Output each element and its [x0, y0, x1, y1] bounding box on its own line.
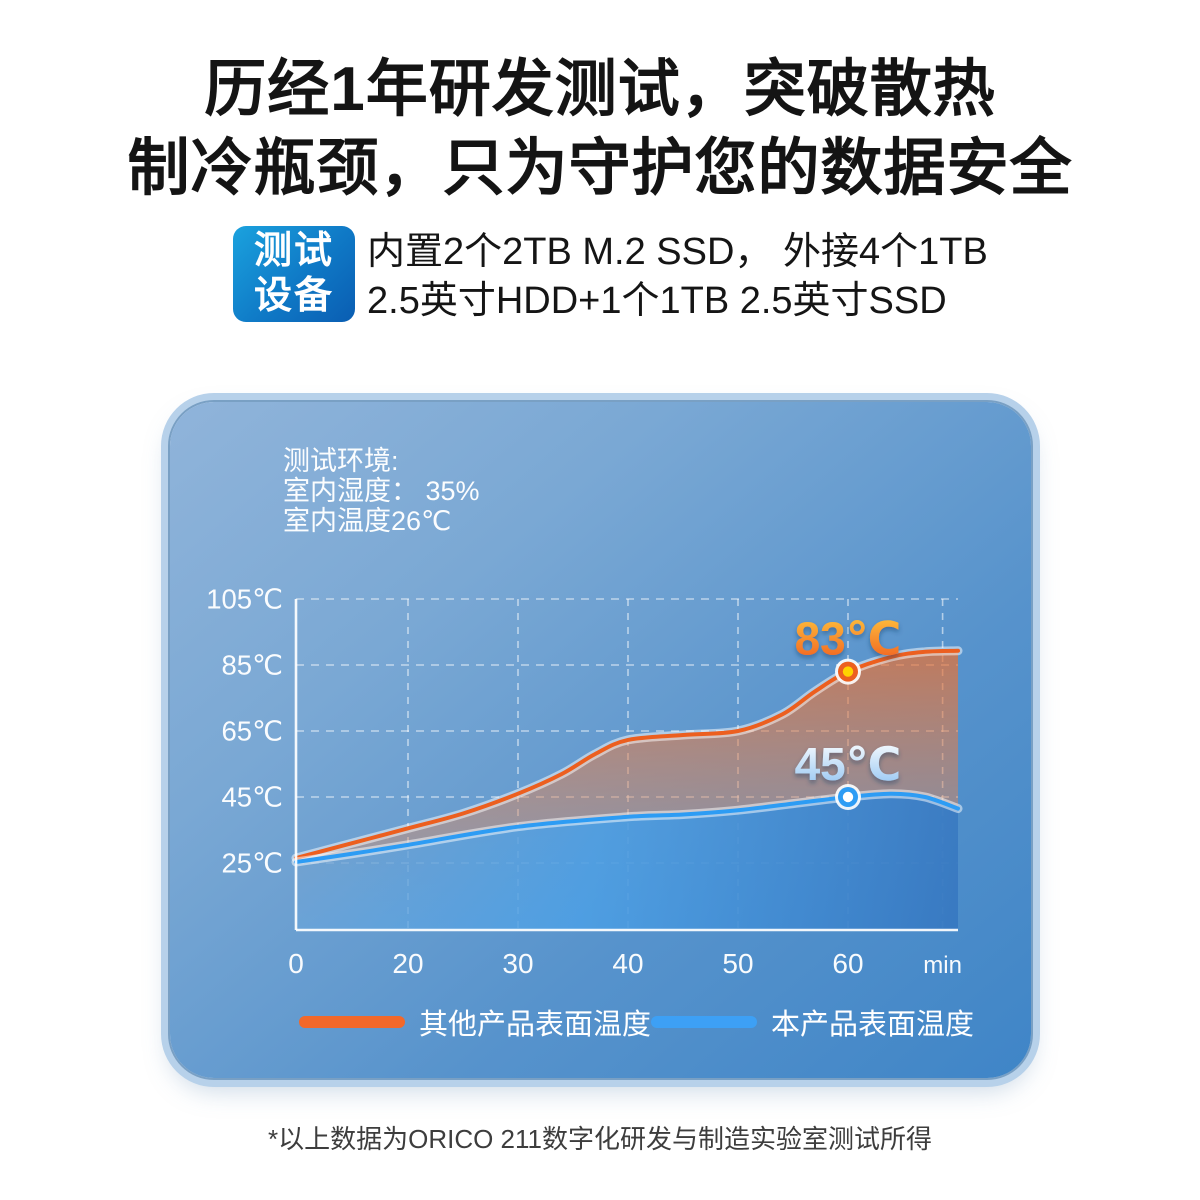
x-tick-label: 50	[722, 948, 753, 979]
x-tick-label: 40	[612, 948, 643, 979]
x-tick-label: 0	[288, 948, 304, 979]
test-device-badge-line1: 测试	[253, 230, 334, 272]
legend-label-other-product: 其他产品表面温度	[419, 1009, 652, 1041]
env-line3: 室内温度26℃	[283, 506, 452, 536]
legend-label-this-product: 本产品表面温度	[771, 1009, 975, 1041]
chart-panel: 105℃ 85℃ 65℃ 45℃ 25℃ 0 20 30 40 50 60 min 83℃ 45℃ 测试环…	[170, 402, 1031, 1078]
y-tick-label: 65℃	[222, 716, 283, 747]
temperature-chart: 105℃ 85℃ 65℃ 45℃ 25℃ 0 20 30 40 50 60 min 83℃ 45℃	[206, 584, 963, 979]
x-tick-label: 30	[502, 948, 533, 979]
y-tick-label: 25℃	[222, 848, 283, 879]
annotation-label-83℃: 83℃	[795, 613, 902, 665]
test-environment-block: 测试环境: 室内湿度： 35% 室内温度26℃	[283, 446, 480, 536]
legend-swatch-blue	[651, 1016, 757, 1028]
y-tick-label: 105℃	[206, 584, 283, 615]
y-tick-label: 45℃	[222, 782, 283, 813]
marker-center	[842, 666, 854, 677]
x-tick-label: min	[923, 952, 962, 979]
x-tick-label: 60	[832, 948, 863, 979]
test-device-badge: 测试 设备	[233, 226, 355, 322]
footnote: *以上数据为ORICO 211数字化研发与制造实验室测试所得	[267, 1124, 933, 1154]
series-line-1	[294, 791, 960, 865]
page-title-line2: 制冷瓶颈，只为守护您的数据安全	[127, 134, 1073, 203]
series-line-0	[294, 648, 960, 861]
annotation-label-45℃: 45℃	[795, 738, 902, 790]
device-description-line1: 内置2个2TB M.2 SSD， 外接4个1TB	[367, 231, 988, 273]
series-area-1	[296, 793, 958, 930]
env-line2: 室内湿度： 35%	[283, 476, 480, 506]
x-tick-label: 20	[392, 948, 423, 979]
legend-swatch-orange	[299, 1016, 405, 1028]
test-device-description: 内置2个2TB M.2 SSD， 外接4个1TB 2.5英寸HDD+1个1TB …	[367, 228, 988, 326]
page-title: 历经1年研发测试，突破散热 制冷瓶颈，只为守护您的数据安全	[0, 50, 1200, 208]
test-device-badge-line2: 设备	[253, 275, 334, 317]
device-description-line2: 2.5英寸HDD+1个1TB 2.5英寸SSD	[367, 280, 947, 322]
marker-center	[842, 791, 854, 803]
legend-item-this-product: 本产品表面温度	[651, 999, 974, 1045]
page-title-line1: 历经1年研发测试，突破散热	[204, 55, 996, 124]
env-line1: 测试环境:	[283, 446, 399, 476]
chart-legend: 其他产品表面温度 本产品表面温度	[170, 999, 1031, 1045]
y-tick-label: 85℃	[222, 650, 283, 681]
legend-item-other-product: 其他产品表面温度	[299, 999, 651, 1045]
